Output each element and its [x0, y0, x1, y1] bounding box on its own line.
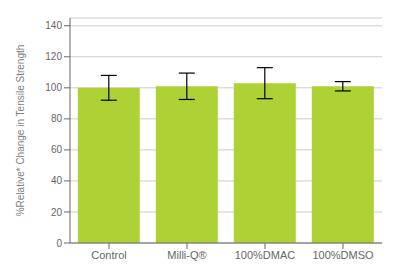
- svg-text:20: 20: [51, 207, 63, 218]
- svg-text:0: 0: [56, 238, 62, 249]
- svg-text:140: 140: [45, 20, 62, 31]
- svg-text:120: 120: [45, 51, 62, 62]
- svg-text:Milli-Q®: Milli-Q®: [167, 249, 206, 261]
- svg-text:100: 100: [45, 82, 62, 93]
- svg-text:80: 80: [51, 113, 63, 124]
- svg-text:100%DMAC: 100%DMAC: [235, 249, 296, 261]
- svg-text:Control: Control: [91, 249, 126, 261]
- svg-text:60: 60: [51, 144, 63, 155]
- svg-text:%Relative* Change in Tensile S: %Relative* Change in Tensile Strength: [15, 45, 26, 217]
- svg-text:100%DMSO: 100%DMSO: [312, 249, 374, 261]
- svg-text:40: 40: [51, 175, 63, 186]
